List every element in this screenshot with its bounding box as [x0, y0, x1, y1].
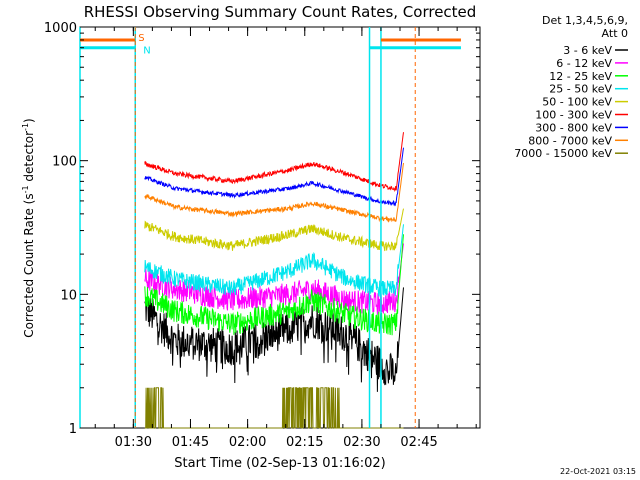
- x-tick-label: 01:45: [172, 435, 209, 450]
- legend-label-4: 25 - 50 keV: [549, 83, 612, 96]
- series-line-5: [144, 208, 404, 252]
- chart-title: RHESSI Observing Summary Count Rates, Co…: [84, 3, 477, 21]
- legend-label-8: 800 - 7000 keV: [528, 134, 612, 147]
- legend-label-9: 7000 - 15000 keV: [514, 147, 612, 160]
- series-line-6: [144, 132, 404, 192]
- plot-frame: [79, 26, 481, 429]
- legend-header-line-2: Att 0: [602, 27, 628, 40]
- series-line-2: [144, 243, 404, 315]
- x-tick-label: 02:30: [343, 435, 380, 450]
- x-axis-label: Start Time (02-Sep-13 01:16:02): [174, 456, 385, 471]
- y-axis-label: Corrected Count Rate (s-1 detector-1): [21, 118, 36, 337]
- y-tick-label: 10: [60, 288, 77, 303]
- x-tick-label: 02:45: [400, 435, 437, 450]
- x-tick-label: 01:30: [115, 435, 152, 450]
- x-tick-label: 02:15: [286, 435, 323, 450]
- legend-header-line-1: Det 1,3,4,5,6,9,: [542, 14, 628, 27]
- series-line-1: [144, 287, 404, 392]
- x-tick-label: 02:00: [229, 435, 266, 450]
- y-tick-label: 1: [69, 422, 77, 437]
- legend-label-3: 12 - 25 keV: [549, 70, 612, 83]
- legend-label-2: 6 - 12 keV: [556, 57, 612, 70]
- plot-area: SN 1 10 100 1000 01:30 01:45 02:00 02:15 02:30 02:…: [44, 21, 481, 450]
- series-line-7: [144, 147, 404, 207]
- footer-timestamp: 22-Oct-2021 03:15: [560, 467, 636, 476]
- series-line-4: [144, 224, 404, 297]
- series-line-3: [144, 234, 404, 336]
- s-label: S: [138, 33, 144, 44]
- y-tick-label: 1000: [44, 21, 77, 36]
- y-tick-label: 100: [52, 155, 77, 170]
- legend-label-6: 100 - 300 keV: [535, 109, 612, 122]
- series-line-9: [144, 387, 404, 429]
- legend-label-5: 50 - 100 keV: [542, 96, 612, 109]
- legend-label-1: 3 - 6 keV: [563, 44, 612, 57]
- n-label: N: [143, 46, 150, 57]
- series-line-8: [144, 162, 404, 223]
- legend-label-7: 300 - 800 keV: [535, 121, 612, 134]
